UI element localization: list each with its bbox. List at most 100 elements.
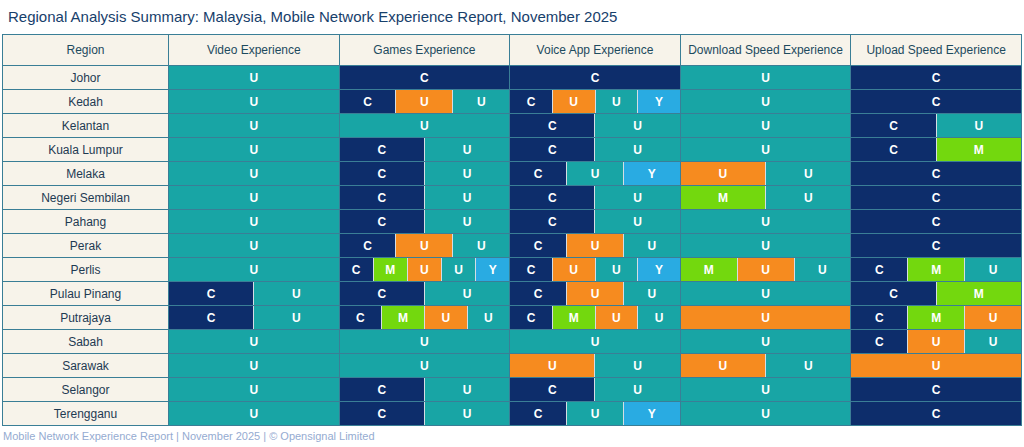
region-label: Johor <box>3 66 169 89</box>
operator-segment: M <box>681 258 737 281</box>
operator-segment: C <box>510 402 566 425</box>
operator-segment: C <box>340 138 424 161</box>
operator-segment: C <box>510 258 552 281</box>
table-row: TerengganuUCUCUYUC <box>3 402 1021 425</box>
experience-cell: U <box>681 330 852 353</box>
operator-segment: C <box>851 162 1021 185</box>
operator-segment: U <box>424 138 509 161</box>
experience-cell: C <box>851 66 1021 89</box>
experience-cell: U <box>169 330 340 353</box>
experience-cell: CU <box>340 186 511 209</box>
operator-segment: C <box>510 114 594 137</box>
operator-segment: U <box>566 234 623 257</box>
region-label: Sarawak <box>3 354 169 377</box>
operator-segment: Y <box>475 258 509 281</box>
operator-segment: C <box>851 114 935 137</box>
experience-cell: CUU <box>510 282 681 305</box>
experience-cell: C <box>851 210 1021 233</box>
experience-cell: CU <box>510 186 681 209</box>
operator-segment: U <box>737 258 794 281</box>
operator-segment: U <box>594 210 679 233</box>
operator-segment: U <box>681 90 851 113</box>
operator-segment: U <box>169 330 339 353</box>
operator-segment: Y <box>623 162 680 185</box>
operator-segment: U <box>169 90 339 113</box>
experience-cell: C <box>851 90 1021 113</box>
experience-cell: U <box>681 378 852 401</box>
region-label: Putrajaya <box>3 306 169 329</box>
operator-segment: C <box>510 306 552 329</box>
operator-segment: U <box>681 282 851 305</box>
experience-cell: U <box>681 138 852 161</box>
operator-segment: C <box>851 378 1021 401</box>
operator-segment: C <box>169 306 253 329</box>
region-label: Kelantan <box>3 114 169 137</box>
operator-segment: C <box>340 234 396 257</box>
column-header-video-experience: Video Experience <box>169 35 340 65</box>
operator-segment: U <box>169 378 339 401</box>
operator-segment: C <box>340 66 510 89</box>
experience-cell: U <box>169 66 340 89</box>
experience-cell: U <box>681 402 852 425</box>
operator-segment: U <box>681 162 765 185</box>
experience-cell: U <box>169 378 340 401</box>
operator-segment: M <box>381 306 424 329</box>
operator-segment: M <box>907 258 964 281</box>
experience-cell: CUU <box>851 330 1021 353</box>
operator-segment: U <box>510 354 594 377</box>
operator-segment: C <box>340 258 373 281</box>
operator-segment: U <box>467 306 510 329</box>
table-row: SelangorUCUCUUC <box>3 378 1021 402</box>
operator-segment: Y <box>623 402 680 425</box>
table-row: KedahUCUUCUUYUC <box>3 90 1021 114</box>
region-label: Kuala Lumpur <box>3 138 169 161</box>
operator-segment: U <box>169 114 339 137</box>
operator-segment: U <box>169 354 339 377</box>
operator-segment: U <box>395 234 452 257</box>
operator-segment: C <box>510 378 594 401</box>
operator-segment: U <box>623 234 680 257</box>
operator-segment: C <box>510 234 566 257</box>
operator-segment: U <box>169 402 339 425</box>
operator-segment: U <box>169 162 339 185</box>
experience-cell: C <box>851 234 1021 257</box>
region-label: Sabah <box>3 330 169 353</box>
experience-cell: C <box>851 402 1021 425</box>
column-header-upload-speed-experience: Upload Speed Experience <box>851 35 1021 65</box>
operator-segment: U <box>169 234 339 257</box>
experience-cell: CM <box>851 282 1021 305</box>
operator-segment: U <box>964 258 1021 281</box>
region-label: Perlis <box>3 258 169 281</box>
experience-cell: U <box>169 186 340 209</box>
experience-cell: CU <box>340 378 511 401</box>
operator-segment: U <box>681 114 851 137</box>
experience-cell: U <box>169 258 340 281</box>
region-label: Perak <box>3 234 169 257</box>
experience-cell: U <box>169 354 340 377</box>
operator-segment: C <box>851 402 1021 425</box>
experience-cell: CMUU <box>340 306 511 329</box>
operator-segment: U <box>964 330 1021 353</box>
operator-segment: U <box>340 114 510 137</box>
operator-segment: U <box>566 162 623 185</box>
experience-cell: U <box>340 330 511 353</box>
operator-segment: C <box>851 330 907 353</box>
operator-segment: U <box>169 186 339 209</box>
operator-segment: C <box>340 306 382 329</box>
operator-segment: U <box>407 258 441 281</box>
operator-segment: U <box>595 306 638 329</box>
operator-segment: U <box>169 258 339 281</box>
table-row: Pulau PinangCUCUCUUUCM <box>3 282 1021 306</box>
experience-cell: C <box>510 66 681 89</box>
operator-segment: C <box>510 162 566 185</box>
column-header-games-experience: Games Experience <box>340 35 511 65</box>
table-row: Kuala LumpurUCUCUUCM <box>3 138 1021 162</box>
experience-cell: CU <box>169 282 340 305</box>
experience-cell: CU <box>851 114 1021 137</box>
column-header-voice-app-experience: Voice App Experience <box>510 35 681 65</box>
experience-cell: CU <box>510 210 681 233</box>
operator-segment: C <box>851 138 935 161</box>
operator-segment: C <box>340 210 424 233</box>
experience-cell: CUU <box>510 234 681 257</box>
operator-segment: M <box>936 138 1021 161</box>
